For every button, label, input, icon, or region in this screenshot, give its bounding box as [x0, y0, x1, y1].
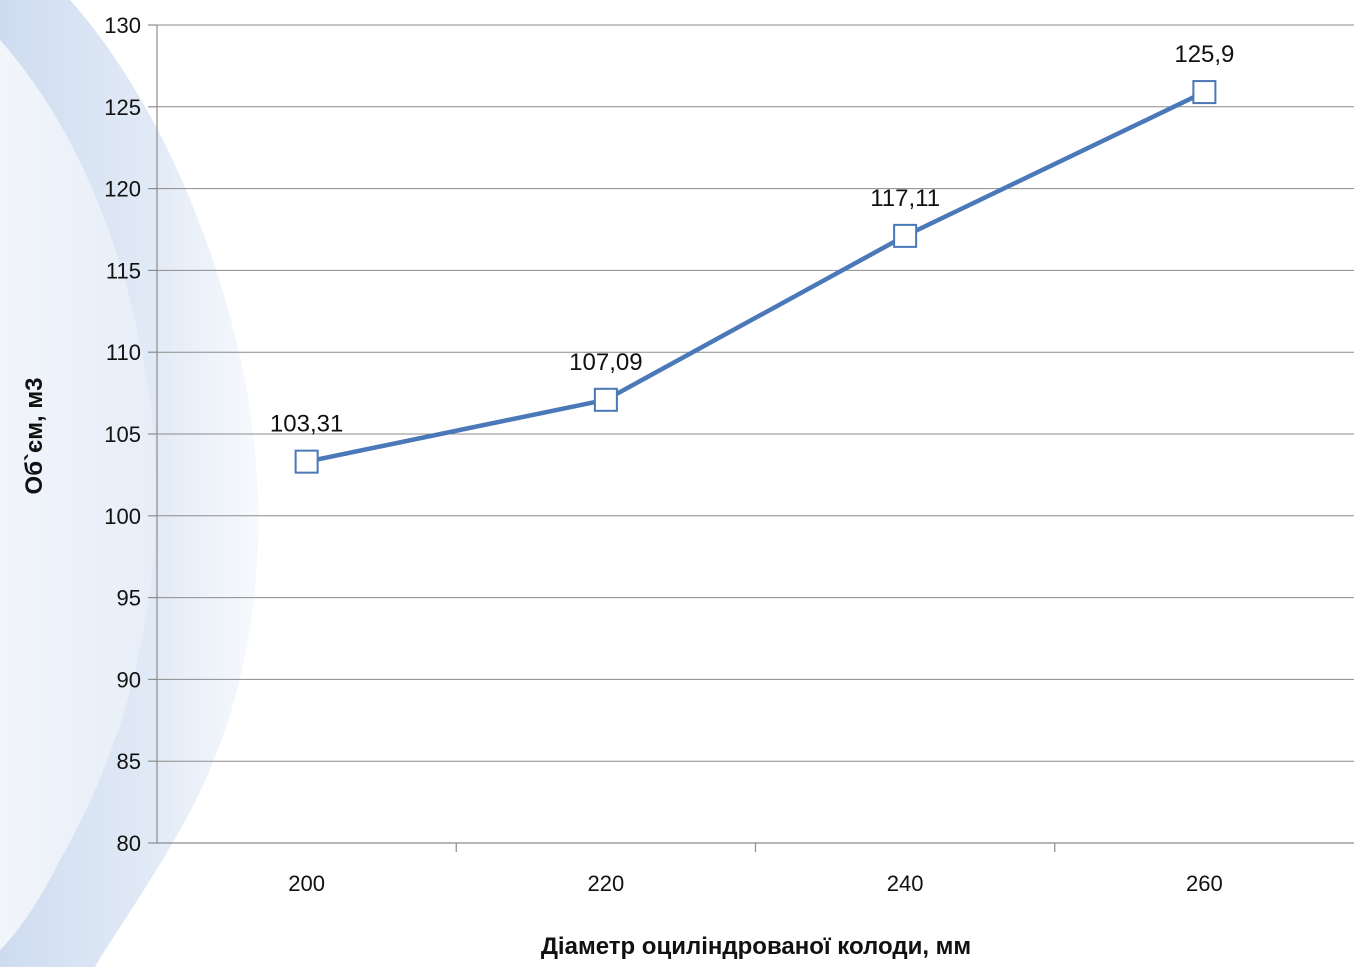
- x-axis-title: Діаметр оциліндрованої колоди, мм: [541, 933, 971, 960]
- y-tick-labels: 80 85 90 95 100 105 110 115 120 125 130: [104, 13, 141, 856]
- grid: [157, 24, 1354, 762]
- x-tick-label: 220: [588, 871, 625, 896]
- y-tick-label: 105: [104, 422, 141, 447]
- data-point-marker: [893, 223, 918, 248]
- y-tick-label: 125: [104, 95, 141, 120]
- background-swoosh-inner: [0, 40, 156, 950]
- y-tick-label: 130: [104, 13, 141, 38]
- x-tick-label: 240: [887, 871, 924, 896]
- axes: [148, 24, 1354, 852]
- data-label: 107,09: [569, 349, 642, 376]
- x-tick-label: 200: [288, 871, 325, 896]
- y-tick-label: 85: [117, 749, 141, 774]
- y-tick-label: 120: [104, 177, 141, 202]
- x-tick-labels: 200 220 240 260: [288, 871, 1222, 896]
- data-labels: 103,31 107,09 117,11 125,9: [270, 41, 1234, 438]
- data-label: 103,31: [270, 411, 343, 438]
- y-tick-label: 80: [117, 831, 141, 856]
- series-group: [294, 80, 1217, 474]
- y-tick-label: 100: [104, 504, 141, 529]
- y-tick-label: 95: [117, 586, 141, 611]
- series-line: [306, 90, 1206, 464]
- data-point-marker: [294, 449, 319, 474]
- data-label: 117,11: [870, 185, 940, 212]
- x-tick-label: 260: [1186, 871, 1223, 896]
- y-tick-label: 90: [117, 667, 141, 692]
- data-label: 125,9: [1174, 41, 1234, 68]
- data-point-marker: [1192, 80, 1217, 105]
- y-axis-title: Об`єм, м3: [21, 378, 48, 495]
- background-decoration: [0, 0, 259, 967]
- y-tick-label: 110: [106, 340, 141, 365]
- y-tick-label: 115: [106, 258, 141, 283]
- data-point-marker: [593, 387, 618, 412]
